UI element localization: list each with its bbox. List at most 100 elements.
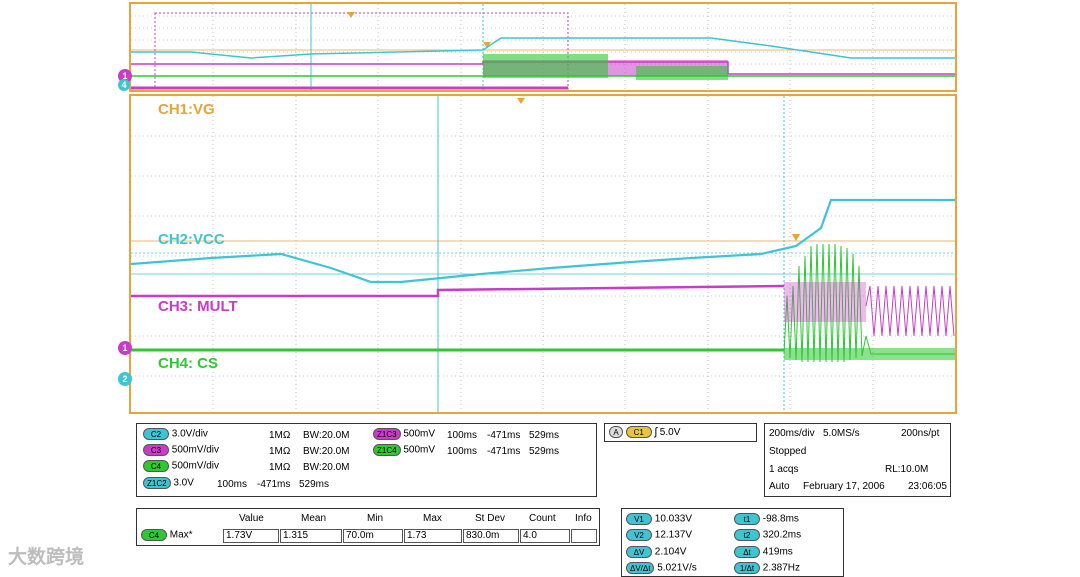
z1c2-end: 529ms [299, 479, 330, 490]
z1c4-time: 100ms [447, 446, 478, 457]
dt-value: 419ms [762, 546, 793, 558]
ch2-vcc-trace [131, 198, 955, 284]
meas-value: 1.73V [223, 529, 279, 543]
ch1-ground-marker[interactable]: 1 [118, 341, 132, 355]
c4-bandwidth: BW:20.0M [303, 462, 350, 473]
c4-badge[interactable]: C4 [143, 460, 169, 472]
resolution: 200ns/pt [901, 428, 940, 439]
meas-header-info: Info [575, 513, 592, 524]
z1c4-end: 529ms [529, 446, 560, 457]
z1c3-scale: 500mV [403, 428, 436, 440]
z1c2-start: -471ms [257, 479, 291, 490]
c3-scale: 500mV/div [171, 444, 220, 456]
c2-bandwidth: BW:20.0M [303, 430, 350, 441]
measurement-panel[interactable]: Value Mean Min Max St Dev Count Info C4 … [136, 508, 600, 546]
ch3-mult-trace [131, 284, 785, 298]
c4-impedance: 1MΩ [269, 462, 291, 473]
z1c3-start: -471ms [487, 430, 521, 441]
meas-info [571, 529, 597, 543]
dv-value: 2.104V [654, 546, 687, 558]
cursor-readout-panel[interactable]: V1 10.033V t1 -98.8ms V2 12.137V t2 320.… [621, 508, 844, 577]
overview-ch4-marker[interactable]: 4 [118, 79, 130, 91]
acquisition-panel[interactable]: 200ms/div 5.0MS/s 200ns/pt Stopped 1 acq… [764, 423, 951, 497]
z1c4-scale: 500mV [403, 444, 436, 456]
sample-rate: 5.0MS/s [823, 428, 860, 439]
v2-value: 12.137V [654, 529, 693, 541]
meas-count: 4.0 [520, 529, 570, 543]
acq-date: February 17, 2006 [803, 481, 885, 492]
t1-value: -98.8ms [762, 513, 799, 525]
meas-max: 1.73 [404, 529, 462, 543]
trigger-level: 5.0V [659, 427, 681, 438]
ch3-oscillation [865, 285, 955, 337]
inv-dt-value: 2.387Hz [762, 562, 801, 574]
z1c2-badge[interactable]: Z1C2 [143, 477, 171, 489]
dvdt-value: 5.021V/s [657, 562, 697, 574]
ch2-label: CH2:VCC [158, 231, 225, 248]
meas-header-mean: Mean [301, 513, 327, 524]
meas-header-value: Value [239, 513, 264, 524]
meas-mean: 1.315 [280, 529, 342, 543]
v1-badge: V1 [626, 513, 652, 525]
z1c2-scale: 3.0V [173, 477, 194, 489]
z1c2-time: 100ms [217, 479, 248, 490]
c3-bandwidth: BW:20.0M [303, 446, 350, 457]
dv-badge: ΔV [626, 546, 652, 558]
z1c3-time: 100ms [447, 430, 478, 441]
z1c3-badge[interactable]: Z1C3 [373, 428, 401, 440]
trigger-point-marker [792, 234, 800, 241]
meas-stdev: 830.0m [463, 529, 519, 543]
meas-header-count: Count [529, 513, 556, 524]
z1c3-end: 529ms [529, 430, 560, 441]
watermark-logo: 大数跨境 [8, 547, 85, 568]
channel-settings-panel[interactable]: C2 3.0V/div 1MΩ BW:20.0M C3 500mV/div 1M… [136, 423, 597, 497]
t2-value: 320.2ms [762, 529, 802, 541]
meas-min: 70.0m [343, 529, 403, 543]
overview-trigger-marker [347, 12, 355, 18]
acq-time: 23:06:05 [908, 481, 947, 492]
acq-state: Stopped [769, 446, 807, 457]
ch3-label: CH3: MULT [158, 298, 238, 315]
acq-count: 1 acqs [769, 464, 799, 475]
trigger-panel[interactable]: A C1 ʃ 5.0V [604, 423, 757, 442]
z1c4-badge[interactable]: Z1C4 [373, 444, 401, 456]
dt-badge: Δt [734, 546, 760, 558]
overview-waveform-display[interactable] [129, 2, 957, 92]
trigger-slope-icon: ʃ [654, 426, 658, 438]
v1-value: 10.033V [654, 513, 693, 525]
meas-header-min: Min [367, 513, 384, 524]
main-waveform-display[interactable] [129, 94, 957, 414]
v2-badge: V2 [626, 529, 652, 541]
ch4-burst [783, 243, 955, 363]
c2-badge[interactable]: C2 [143, 428, 169, 440]
ch1-label: CH1:VG [158, 101, 215, 118]
c2-scale: 3.0V/div [171, 428, 208, 440]
meas-header-stdev: St Dev [475, 513, 506, 524]
ch2-ground-marker[interactable]: 2 [118, 372, 132, 386]
main-grid [131, 96, 955, 412]
c4-scale: 500mV/div [171, 460, 220, 472]
t2-badge: t2 [734, 529, 760, 541]
z1c4-start: -471ms [487, 446, 521, 457]
overview-trigger-point [483, 42, 491, 48]
overview-waveform-svg [131, 4, 955, 90]
trigger-mode-badge[interactable]: A [609, 426, 623, 439]
meas-header-max: Max [423, 513, 442, 524]
record-length: RL:10.0M [885, 464, 929, 475]
meas-source-badge[interactable]: C4 [141, 529, 167, 541]
timebase: 200ms/div [769, 428, 815, 439]
inv-dt-badge: 1/Δt [734, 562, 760, 574]
dvdt-badge: ΔV/Δt [626, 562, 655, 574]
zoom-window-box [154, 12, 569, 90]
c2-impedance: 1MΩ [269, 430, 291, 441]
c3-impedance: 1MΩ [269, 446, 291, 457]
c3-badge[interactable]: C3 [143, 444, 169, 456]
overview-ch2-trace [131, 37, 955, 59]
t1-badge: t1 [734, 513, 760, 525]
main-waveform-svg [131, 96, 955, 412]
trigger-source-badge[interactable]: C1 [625, 426, 652, 439]
trigger-mode: Auto [769, 481, 790, 492]
ch4-label: CH4: CS [158, 355, 219, 372]
meas-name: Max* [169, 529, 193, 541]
main-trigger-position-marker [517, 98, 525, 104]
